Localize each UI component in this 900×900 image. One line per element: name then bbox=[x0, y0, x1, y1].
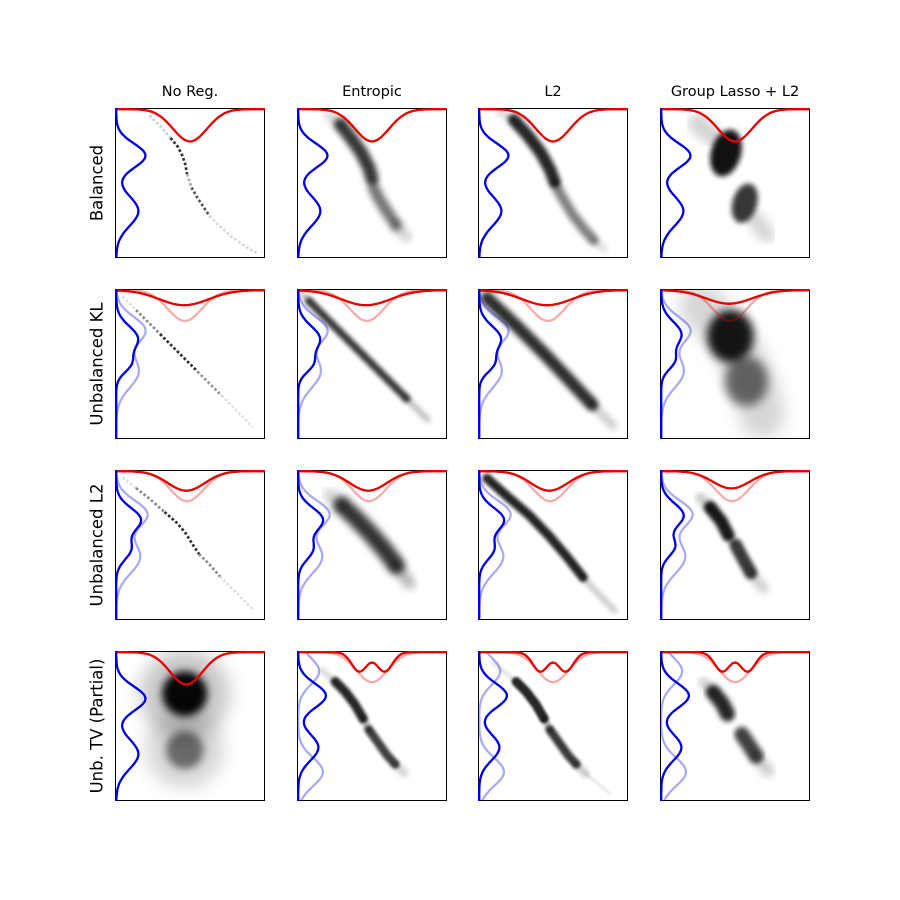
transport-plan-heatmap bbox=[115, 470, 265, 620]
column-title-l2: L2 bbox=[544, 84, 562, 100]
panel-unbalanced-l2-group-lasso-l2 bbox=[660, 470, 810, 620]
panel-unbalanced-l2-l2 bbox=[478, 470, 628, 620]
panel-unbalanced-kl-l2 bbox=[478, 289, 628, 439]
transport-plan-heatmap bbox=[297, 289, 447, 439]
transport-plan-heatmap bbox=[478, 289, 628, 439]
transport-plan-heatmap bbox=[478, 108, 628, 258]
transport-plan-heatmap bbox=[115, 108, 265, 258]
panel-unbalanced-kl-entropic bbox=[297, 289, 447, 439]
panel-unb-tv-l2 bbox=[478, 651, 628, 801]
row-label-unbalanced-kl: Unbalanced KL bbox=[87, 302, 107, 426]
panel-unbalanced-l2-no-reg bbox=[115, 470, 265, 620]
panel-unb-tv-no-reg bbox=[115, 651, 265, 801]
transport-plan-heatmap bbox=[115, 289, 265, 439]
panel-unbalanced-l2-entropic bbox=[297, 470, 447, 620]
panel-unbalanced-kl-no-reg bbox=[115, 289, 265, 439]
transport-plan-heatmap bbox=[660, 651, 810, 801]
panel-unb-tv-entropic bbox=[297, 651, 447, 801]
panel-unb-tv-group-lasso-l2 bbox=[660, 651, 810, 801]
column-title-group-lasso-l2: Group Lasso + L2 bbox=[670, 84, 800, 100]
transport-plan-heatmap bbox=[115, 651, 265, 801]
panel-balanced-entropic bbox=[297, 108, 447, 258]
transport-plan-heatmap bbox=[478, 470, 628, 620]
transport-plan-heatmap bbox=[478, 651, 628, 801]
row-label-balanced: Balanced bbox=[87, 144, 107, 222]
panel-balanced-l2 bbox=[478, 108, 628, 258]
column-title-no-reg: No Reg. bbox=[161, 84, 219, 100]
transport-plan-heatmap bbox=[297, 108, 447, 258]
panel-balanced-no-reg bbox=[115, 108, 265, 258]
row-label-unb-tv-partial: Unb. TV (Partial) bbox=[87, 658, 107, 794]
panel-unbalanced-kl-group-lasso-l2 bbox=[660, 289, 810, 439]
transport-plan-heatmap bbox=[297, 470, 447, 620]
panel-balanced-group-lasso-l2 bbox=[660, 108, 810, 258]
row-label-unbalanced-l2: Unbalanced L2 bbox=[87, 483, 107, 607]
transport-plan-heatmap bbox=[660, 470, 810, 620]
transport-plan-heatmap bbox=[297, 651, 447, 801]
transport-plan-heatmap bbox=[660, 289, 810, 439]
transport-plan-heatmap bbox=[660, 108, 810, 258]
column-title-entropic: Entropic bbox=[342, 84, 402, 100]
